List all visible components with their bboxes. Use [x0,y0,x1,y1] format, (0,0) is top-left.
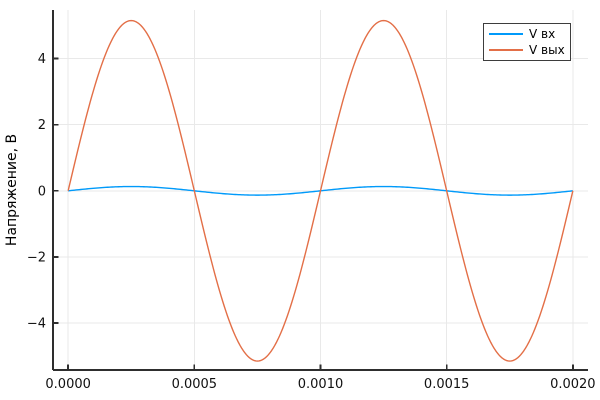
y-tick-label: −4 [27,317,46,332]
legend-label-v-out: V вых [529,43,565,57]
y-axis-label: Напряжение, В [4,133,20,247]
x-tick-label: 0.0010 [298,377,344,392]
legend-line-v-out-swatch [489,49,523,51]
x-tick-label: 0.0015 [424,377,470,392]
legend-line-v-in-swatch [489,33,523,35]
legend: V вх V вых [483,23,571,61]
x-tick-label: 0.0000 [45,377,91,392]
y-tick-label: −2 [27,250,46,265]
y-tick-label: 0 [38,184,46,199]
y-tick-label: 2 [38,118,46,133]
series-line-1 [67,19,574,362]
x-tick-label: 0.0020 [550,377,596,392]
x-tick-label: 0.0005 [172,377,218,392]
y-tick-label: 4 [38,52,46,67]
legend-entry-v-out: V вых [489,44,565,56]
legend-entry-v-in: V вх [489,28,565,40]
legend-label-v-in: V вх [529,27,556,41]
